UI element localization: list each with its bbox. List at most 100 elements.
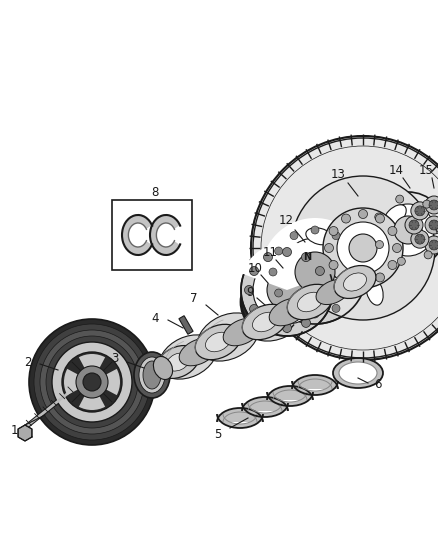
Circle shape bbox=[429, 200, 438, 210]
Circle shape bbox=[429, 220, 438, 230]
Wedge shape bbox=[92, 369, 120, 395]
Text: 2: 2 bbox=[24, 356, 32, 368]
Circle shape bbox=[332, 304, 340, 312]
Circle shape bbox=[425, 196, 438, 214]
Wedge shape bbox=[64, 369, 92, 395]
Circle shape bbox=[375, 240, 384, 248]
Circle shape bbox=[283, 324, 292, 333]
Circle shape bbox=[311, 226, 319, 234]
Ellipse shape bbox=[383, 205, 406, 228]
Ellipse shape bbox=[316, 279, 350, 304]
Circle shape bbox=[275, 289, 283, 297]
Circle shape bbox=[337, 222, 389, 274]
Ellipse shape bbox=[195, 324, 241, 360]
Ellipse shape bbox=[248, 278, 292, 326]
Ellipse shape bbox=[139, 357, 165, 393]
Circle shape bbox=[275, 247, 283, 255]
Polygon shape bbox=[267, 386, 313, 400]
Polygon shape bbox=[292, 375, 338, 389]
Circle shape bbox=[424, 251, 432, 259]
Polygon shape bbox=[333, 358, 383, 373]
Polygon shape bbox=[150, 215, 180, 255]
Ellipse shape bbox=[134, 352, 170, 398]
Ellipse shape bbox=[343, 273, 367, 291]
Ellipse shape bbox=[153, 357, 173, 379]
Ellipse shape bbox=[179, 338, 217, 366]
Circle shape bbox=[251, 136, 438, 360]
Circle shape bbox=[290, 304, 298, 312]
Polygon shape bbox=[267, 392, 313, 406]
Circle shape bbox=[415, 234, 425, 244]
Bar bbox=[112, 200, 192, 270]
Circle shape bbox=[315, 304, 325, 313]
Text: 10: 10 bbox=[247, 262, 262, 274]
Circle shape bbox=[405, 216, 423, 234]
Circle shape bbox=[425, 216, 438, 234]
Text: 6: 6 bbox=[374, 378, 382, 392]
Polygon shape bbox=[333, 373, 383, 388]
Circle shape bbox=[436, 224, 438, 232]
Circle shape bbox=[83, 373, 101, 391]
Circle shape bbox=[411, 202, 429, 220]
Ellipse shape bbox=[159, 335, 216, 379]
Circle shape bbox=[349, 234, 377, 262]
Polygon shape bbox=[217, 414, 263, 428]
Ellipse shape bbox=[157, 345, 199, 378]
Circle shape bbox=[269, 268, 277, 276]
Text: 11: 11 bbox=[262, 246, 278, 259]
Circle shape bbox=[250, 266, 258, 276]
Circle shape bbox=[396, 195, 404, 203]
Ellipse shape bbox=[241, 271, 299, 333]
Ellipse shape bbox=[143, 361, 161, 389]
Text: 9: 9 bbox=[246, 286, 254, 298]
Circle shape bbox=[244, 286, 254, 295]
Circle shape bbox=[315, 266, 325, 276]
Polygon shape bbox=[292, 381, 338, 395]
Text: 4: 4 bbox=[151, 311, 159, 325]
Circle shape bbox=[29, 319, 155, 445]
Text: 15: 15 bbox=[419, 164, 434, 176]
Ellipse shape bbox=[246, 293, 307, 341]
Ellipse shape bbox=[334, 265, 376, 298]
Circle shape bbox=[329, 261, 338, 270]
Circle shape bbox=[267, 270, 307, 310]
Circle shape bbox=[375, 273, 385, 282]
Circle shape bbox=[429, 240, 438, 250]
Circle shape bbox=[281, 238, 349, 306]
Ellipse shape bbox=[366, 278, 383, 305]
Circle shape bbox=[290, 232, 298, 240]
Circle shape bbox=[353, 268, 361, 276]
Circle shape bbox=[394, 216, 422, 244]
Polygon shape bbox=[179, 316, 193, 334]
Circle shape bbox=[358, 278, 367, 287]
Text: 7: 7 bbox=[190, 292, 198, 304]
Circle shape bbox=[321, 286, 329, 295]
Circle shape bbox=[323, 208, 403, 288]
Circle shape bbox=[375, 213, 383, 221]
Polygon shape bbox=[18, 425, 32, 441]
Circle shape bbox=[342, 214, 350, 223]
Text: 1: 1 bbox=[10, 424, 18, 437]
Ellipse shape bbox=[297, 292, 322, 312]
Circle shape bbox=[34, 324, 150, 440]
Circle shape bbox=[295, 252, 335, 292]
Circle shape bbox=[264, 318, 272, 327]
Circle shape bbox=[46, 336, 138, 428]
Circle shape bbox=[388, 261, 397, 270]
Circle shape bbox=[392, 244, 402, 253]
Wedge shape bbox=[262, 218, 368, 272]
Ellipse shape bbox=[198, 313, 258, 361]
Polygon shape bbox=[217, 408, 263, 422]
Polygon shape bbox=[242, 397, 288, 411]
Circle shape bbox=[375, 214, 385, 223]
Circle shape bbox=[423, 200, 431, 208]
Circle shape bbox=[411, 230, 429, 248]
Ellipse shape bbox=[242, 304, 288, 340]
Wedge shape bbox=[242, 242, 332, 290]
Wedge shape bbox=[79, 354, 105, 382]
Ellipse shape bbox=[306, 228, 333, 245]
Circle shape bbox=[62, 352, 122, 412]
Text: 3: 3 bbox=[111, 351, 119, 365]
Circle shape bbox=[342, 273, 350, 282]
Circle shape bbox=[263, 220, 367, 324]
